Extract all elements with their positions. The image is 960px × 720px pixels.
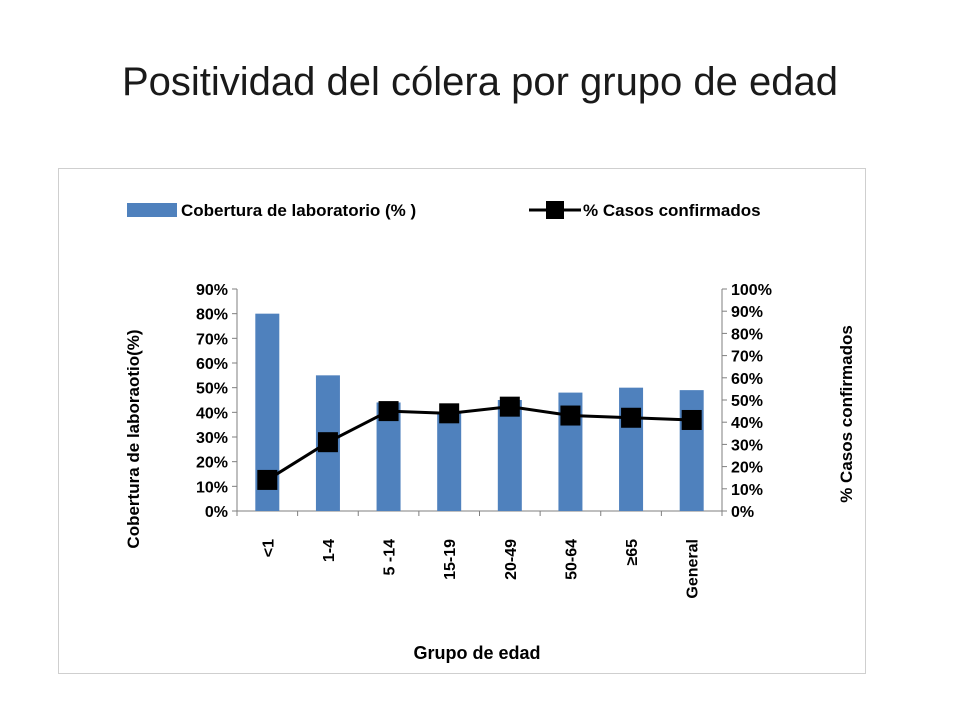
- y-left-tick-label: 20%: [196, 455, 228, 472]
- y-right-tick-label: 10%: [731, 482, 763, 499]
- line-point: [439, 403, 460, 424]
- y-right-tick-label: 70%: [731, 349, 763, 366]
- y-left-tick-label: 10%: [196, 479, 228, 496]
- y-right-tick-label: 60%: [731, 371, 763, 388]
- x-tick-label: 15-19: [442, 539, 459, 580]
- y-right-tick-label: 30%: [731, 437, 763, 454]
- x-tick-label: 5 -14: [382, 539, 399, 576]
- line-point: [257, 469, 278, 490]
- line-point: [681, 409, 702, 430]
- legend-bar-swatch: [127, 203, 177, 217]
- y-left-tick-label: 70%: [196, 331, 228, 348]
- legend-line-label: % Casos confirmados: [583, 201, 761, 220]
- bar: [679, 390, 704, 511]
- x-tick-label: 1-4: [321, 539, 338, 562]
- legend: Cobertura de laboratorio (% ) % Casos co…: [127, 201, 761, 220]
- axes: [232, 288, 727, 516]
- x-tick-label: ≥65: [624, 539, 641, 566]
- chart-container: Cobertura de laboratorio (% ) % Casos co…: [58, 168, 866, 674]
- y-left-tick-label: 90%: [196, 282, 228, 299]
- x-tick-label: 50-64: [563, 539, 580, 580]
- line-point: [499, 396, 520, 417]
- y-left-tick-label: 0%: [205, 504, 228, 521]
- line-series: [257, 396, 702, 490]
- y-right-tick-label: 0%: [731, 504, 754, 521]
- y-right-tick-label: 80%: [731, 326, 763, 343]
- y-right-tick-label: 40%: [731, 415, 763, 432]
- line-point: [378, 401, 399, 422]
- y-axis-left-label: Cobertura de laboraotio(%): [124, 329, 143, 548]
- y-left-tick-label: 60%: [196, 356, 228, 373]
- y-left-tick-label: 30%: [196, 430, 228, 447]
- line-point: [621, 407, 642, 428]
- x-tick-label: <1: [260, 539, 277, 557]
- y-right-tick-label: 50%: [731, 393, 763, 410]
- line-point: [560, 405, 581, 426]
- y-axis-right-label: % Casos confirmados: [837, 325, 856, 503]
- bar: [497, 400, 522, 511]
- legend-bar-label: Cobertura de laboratorio (% ): [181, 201, 416, 220]
- line-point: [317, 432, 338, 453]
- y-left-tick-label: 40%: [196, 405, 228, 422]
- slide-title: Positividad del cólera por grupo de edad: [121, 60, 839, 104]
- y-left-tick-label: 80%: [196, 307, 228, 324]
- y-right-tick-label: 100%: [731, 282, 772, 299]
- tick-labels: 0% 10% 20% 30% 40% 50% 60% 70% 80% 90% 0% 10% 20% 30%…: [196, 282, 772, 599]
- y-right-tick-label: 20%: [731, 460, 763, 477]
- combo-chart: Cobertura de laboratorio (% ) % Casos co…: [124, 201, 856, 663]
- bar: [619, 387, 644, 511]
- x-tick-label: 20-49: [503, 539, 520, 580]
- y-left-tick-label: 50%: [196, 381, 228, 398]
- series-line: [266, 405, 692, 482]
- x-axis-label: Grupo de edad: [413, 643, 540, 663]
- bar: [437, 412, 462, 511]
- x-tick-label: General: [685, 539, 702, 599]
- legend-line-marker: [546, 201, 564, 219]
- y-right-tick-label: 90%: [731, 304, 763, 321]
